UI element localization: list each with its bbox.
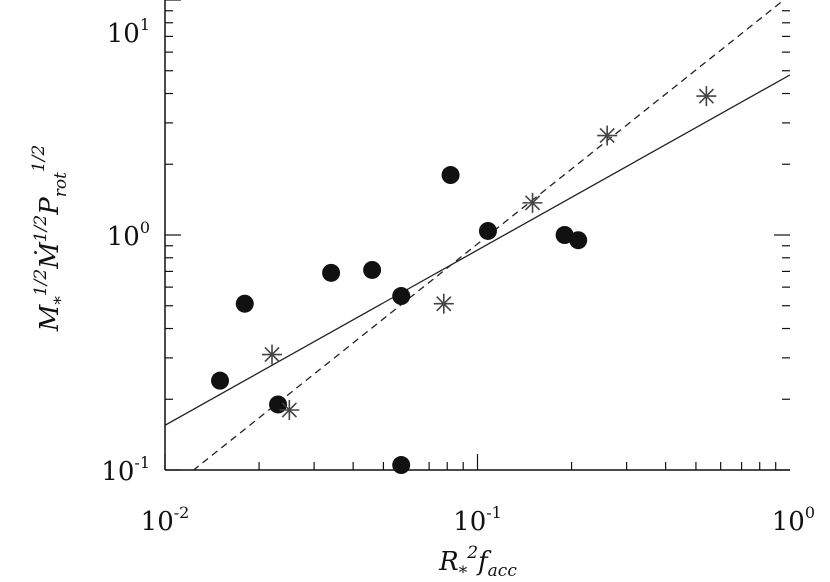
data-point-circle — [392, 287, 411, 306]
y-axis-label: M*1/2Ṁ1/2Prot1/2 — [29, 145, 71, 333]
data-point-circle — [569, 231, 588, 250]
data-point-asterisk — [696, 86, 717, 107]
fit-line-dashed — [192, 0, 785, 470]
data-point-circle — [392, 456, 411, 475]
data-point-asterisk — [597, 125, 618, 146]
data-point-asterisk — [262, 344, 283, 365]
y-tick-label: 100 — [107, 218, 150, 252]
x-axis-label: R*2facc — [438, 543, 517, 582]
data-point-circle — [322, 263, 341, 282]
data-point-circle — [555, 226, 574, 244]
data-point-asterisk — [433, 293, 454, 314]
x-tick-label: 10-1 — [453, 503, 502, 537]
data-point-circle — [211, 371, 230, 390]
data-point-circle — [235, 294, 254, 313]
y-tick-label: 10-1 — [101, 453, 150, 487]
y-tick-label: 101 — [107, 15, 150, 49]
data-point-circle — [478, 221, 497, 240]
x-tick-label: 10-2 — [141, 503, 190, 537]
data-point-circle — [269, 395, 288, 414]
data-point-asterisk — [522, 192, 543, 213]
data-point-asterisk — [279, 400, 300, 421]
x-tick-label: 100 — [772, 503, 815, 537]
fit-line-solid — [165, 74, 790, 426]
data-point-circle — [441, 166, 460, 185]
data-point-circle — [363, 260, 382, 279]
